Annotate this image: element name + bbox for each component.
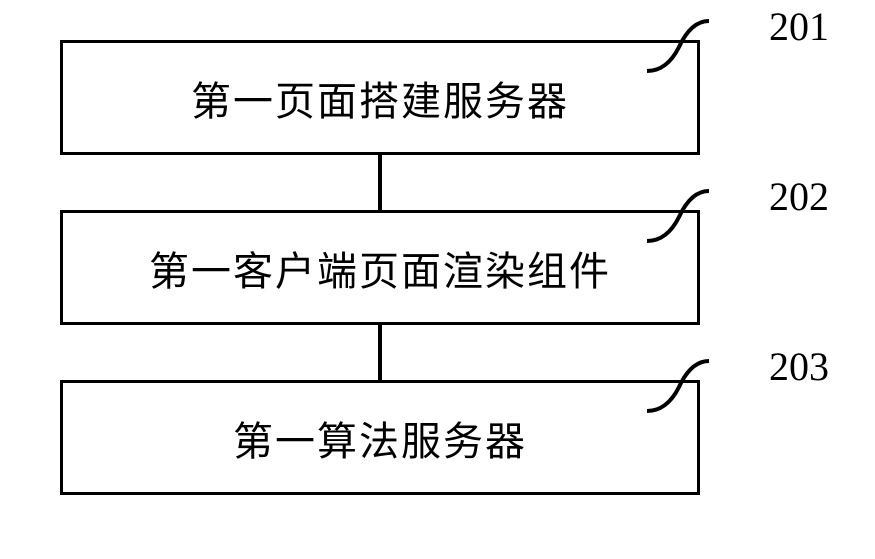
node-2-callout [637, 177, 757, 257]
node-1-text: 第一页面搭建服务器 [191, 69, 569, 127]
node-1-callout [637, 7, 757, 87]
node-1-label: 201 [769, 3, 829, 50]
connector-1-2 [378, 155, 382, 210]
node-2-text: 第一客户端页面渲染组件 [149, 239, 611, 297]
node-3-label: 203 [769, 343, 829, 390]
node-3-text: 第一算法服务器 [233, 409, 527, 467]
node-2: 第一客户端页面渲染组件 202 [60, 210, 700, 325]
flowchart-diagram: 第一页面搭建服务器 201 第一客户端页面渲染组件 202 第一算法服务器 20… [60, 40, 820, 495]
node-2-label: 202 [769, 173, 829, 220]
node-3: 第一算法服务器 203 [60, 380, 700, 495]
connector-2-3 [378, 325, 382, 380]
node-1: 第一页面搭建服务器 201 [60, 40, 700, 155]
node-3-callout [637, 347, 757, 427]
